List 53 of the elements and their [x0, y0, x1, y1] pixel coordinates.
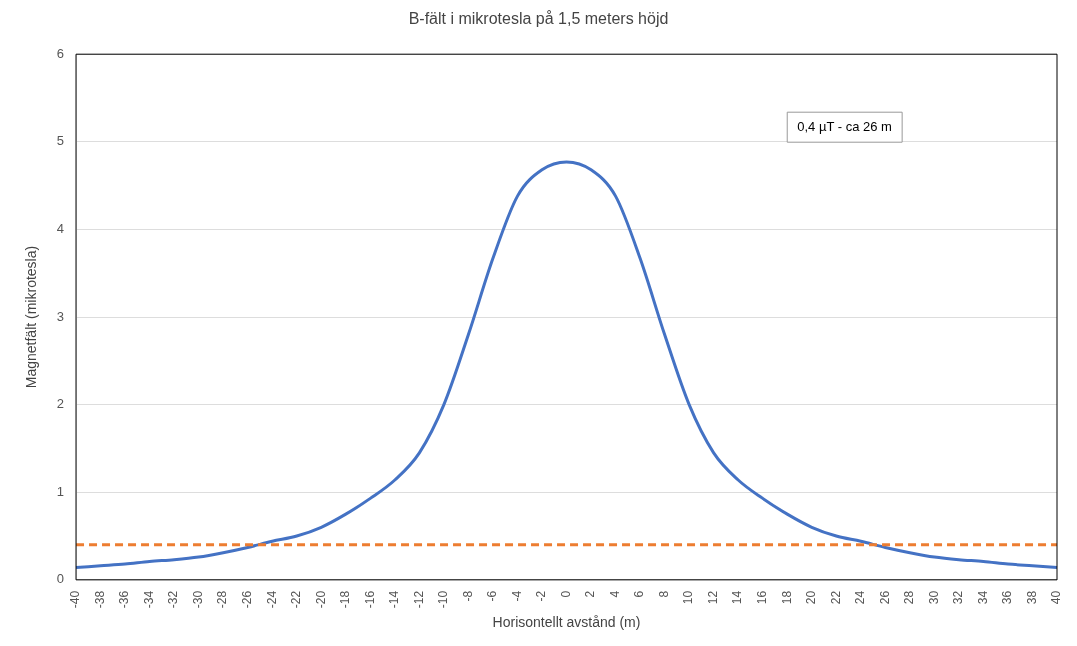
- x-tick-label: -8: [460, 590, 475, 602]
- x-tick-label: 34: [975, 590, 990, 605]
- x-tick-label: -34: [141, 590, 156, 609]
- y-tick-label: 4: [56, 221, 65, 236]
- x-tick-label: -30: [190, 590, 205, 609]
- x-tick-label: 10: [681, 590, 696, 605]
- x-tick-label: -38: [92, 590, 107, 609]
- y-tick-label: 6: [56, 45, 65, 61]
- x-tick-label: -40: [68, 590, 83, 609]
- x-tick-label: 6: [632, 590, 647, 598]
- x-tick-label: 12: [705, 590, 720, 605]
- x-tick-label: -2: [534, 590, 549, 602]
- x-tick-label: -22: [289, 590, 304, 609]
- chart-title: B-fält i mikrotesla på 1,5 meters höjd: [408, 10, 669, 28]
- x-tick-label: 14: [730, 590, 745, 605]
- x-tick-label: 16: [755, 590, 770, 605]
- x-tick-label: 22: [828, 590, 843, 605]
- line-series: [74, 160, 1059, 570]
- x-tick-label: 0: [558, 590, 573, 598]
- x-tick-label: -18: [338, 590, 353, 609]
- x-tick-label: 40: [1049, 590, 1064, 605]
- x-tick-label: -20: [313, 590, 328, 609]
- x-tick-label: 26: [877, 590, 892, 605]
- x-tick-label: -28: [215, 590, 230, 609]
- y-tick-label: 0: [56, 571, 65, 587]
- x-tick-label: -26: [240, 590, 255, 609]
- y-tick-label: 1: [56, 483, 65, 499]
- x-tick-label: 36: [1000, 590, 1015, 605]
- x-tick-label: -10: [436, 590, 451, 609]
- x-tick-label: -14: [387, 590, 402, 609]
- x-tick-label: -4: [509, 590, 524, 602]
- x-tick-label: 2: [583, 590, 598, 598]
- y-tick-label: 2: [56, 396, 65, 412]
- x-tick-label: 20: [804, 590, 819, 605]
- x-tick-label: 28: [902, 590, 917, 605]
- x-tick-label: -16: [362, 590, 377, 609]
- x-axis-title: Horisontellt avstånd (m): [492, 614, 641, 631]
- x-tick-label: -12: [411, 590, 426, 609]
- x-tick-label: 38: [1024, 590, 1039, 605]
- x-tick-label: 24: [853, 590, 868, 605]
- x-tick-label: 18: [779, 590, 794, 605]
- x-tick-label: -32: [166, 590, 181, 609]
- x-tick-label: 4: [607, 590, 622, 598]
- x-tick-label: -6: [485, 590, 500, 602]
- x-tick-label: -24: [264, 590, 279, 609]
- y-tick-label: 5: [56, 133, 65, 149]
- x-tick-label: -36: [117, 590, 132, 609]
- annotation: 0,4 µT - ca 26 m: [797, 118, 892, 134]
- x-tick-label: 30: [926, 590, 941, 605]
- x-tick-label: 32: [951, 590, 966, 605]
- x-tick-label: 8: [656, 590, 671, 598]
- y-tick-label: 3: [56, 308, 65, 324]
- y-axis-title: Magnetfält (mikrotesla): [23, 245, 40, 389]
